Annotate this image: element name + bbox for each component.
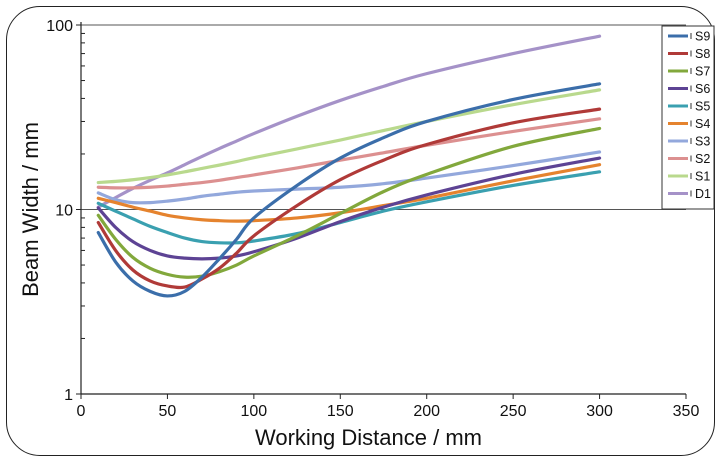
legend-label-s3: S3: [695, 135, 710, 149]
series-line-s3: [96, 150, 602, 205]
legend-label-d1: D1: [695, 187, 711, 201]
y-tick-label: 1: [64, 387, 73, 404]
x-tick-label: 0: [77, 403, 86, 420]
legend-label-s7: S7: [695, 65, 710, 79]
x-tick-label: 250: [500, 403, 527, 420]
x-tick-label: 50: [159, 403, 177, 420]
x-tick-label: 300: [586, 403, 613, 420]
series-line-s8: [96, 107, 602, 290]
x-tick-label: 150: [327, 403, 354, 420]
y-tick-label: 100: [46, 18, 73, 35]
series-line-s9: [96, 82, 602, 298]
y-axis-title: Beam Width / mm: [18, 122, 43, 297]
legend-label-s1: S1: [695, 170, 710, 184]
y-tick-label: 10: [55, 203, 73, 220]
x-tick-label: 100: [241, 403, 268, 420]
legend-label-s6: S6: [695, 82, 710, 96]
x-axis-title: Working Distance / mm: [255, 425, 482, 450]
series-line-s7: [96, 126, 602, 279]
legend-label-s8: S8: [695, 47, 710, 61]
chart-frame: [6, 6, 715, 456]
legend-label-s5: S5: [695, 100, 710, 114]
legend-label-s9: S9: [695, 30, 710, 44]
legend-box: [661, 25, 715, 210]
series-line-s4: [96, 163, 602, 223]
x-tick-label: 350: [673, 403, 700, 420]
legend-label-s2: S2: [695, 152, 710, 166]
legend-label-s4: S4: [695, 117, 710, 131]
series-line-d1: [96, 34, 602, 209]
x-tick-label: 200: [413, 403, 440, 420]
